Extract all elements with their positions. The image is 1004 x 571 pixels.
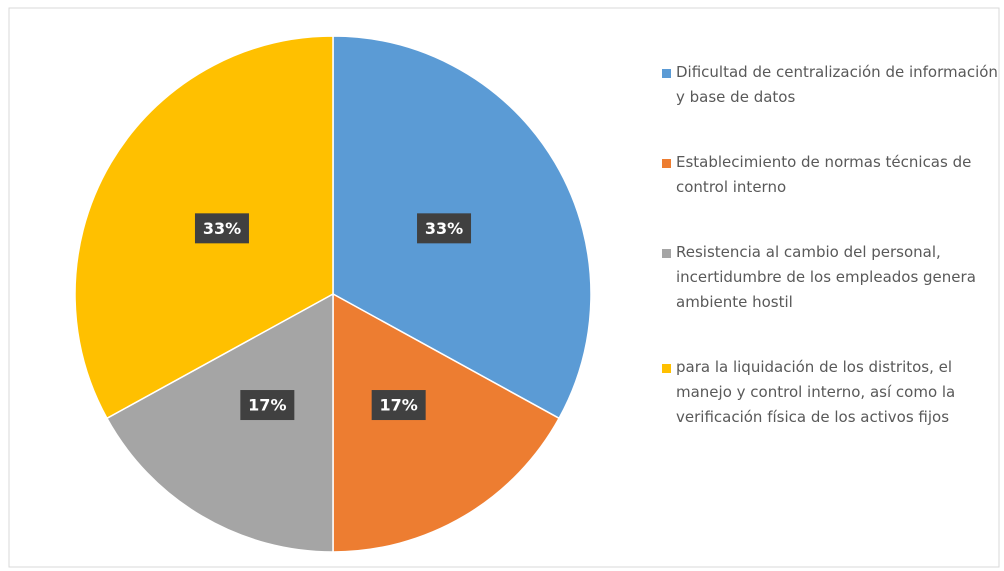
data-label-box xyxy=(417,213,472,244)
data-label-box xyxy=(371,390,426,421)
data-label-box xyxy=(194,213,249,244)
frame xyxy=(8,7,1000,568)
legend-entry: Establecimiento de normas técnicas de co… xyxy=(662,150,1002,200)
legend-label: Dificultad de centralización de informac… xyxy=(676,63,998,106)
pie-slice xyxy=(332,292,561,553)
legend-entry: Resistencia al cambio del personal, ince… xyxy=(662,240,1002,315)
pie-slice xyxy=(105,292,334,553)
legend-swatch xyxy=(662,69,671,78)
data-label-box xyxy=(240,390,295,421)
data-label: 33% xyxy=(203,219,241,238)
legend-label: Resistencia al cambio del personal, ince… xyxy=(676,243,976,311)
legend-swatch xyxy=(662,364,671,373)
legend-swatch xyxy=(662,249,671,258)
legend-entry: Dificultad de centralización de informac… xyxy=(662,60,1002,110)
legend-label: Establecimiento de normas técnicas de co… xyxy=(676,153,972,196)
legend-label: para la liquidación de los distritos, el… xyxy=(676,358,956,426)
data-label: 33% xyxy=(425,219,463,238)
data-label: 17% xyxy=(380,396,418,415)
legend: Dificultad de centralización de informac… xyxy=(662,60,1002,470)
legend-entry: para la liquidación de los distritos, el… xyxy=(662,355,1002,430)
legend-swatch xyxy=(662,159,671,168)
data-label: 17% xyxy=(248,396,286,415)
